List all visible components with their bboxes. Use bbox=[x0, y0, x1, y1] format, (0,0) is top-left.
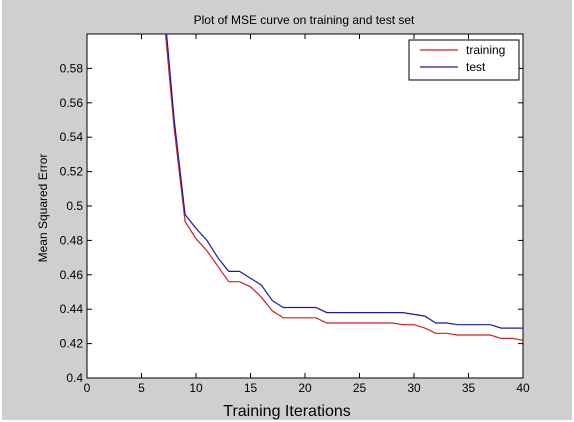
y-axis-label: Mean Squared Error bbox=[36, 154, 50, 263]
y-tick-label: 0.48 bbox=[60, 233, 84, 247]
y-tick-label: 0.54 bbox=[60, 130, 84, 144]
y-tick-label: 0.44 bbox=[60, 302, 84, 316]
x-tick-label: 15 bbox=[244, 381, 258, 395]
x-axis-label: Training Iterations bbox=[223, 403, 350, 420]
y-tick-label: 0.58 bbox=[60, 61, 84, 75]
x-tick-label: 0 bbox=[84, 381, 91, 395]
y-tick-label: 0.5 bbox=[66, 199, 83, 213]
y-tick-label: 0.4 bbox=[66, 371, 83, 385]
x-tick-label: 35 bbox=[462, 381, 476, 395]
y-tick-label: 0.56 bbox=[60, 96, 84, 110]
x-tick-label: 10 bbox=[189, 381, 203, 395]
series-line-training bbox=[164, 34, 523, 341]
plot-area bbox=[86, 33, 524, 379]
x-tick-label: 5 bbox=[138, 381, 145, 395]
legend-box bbox=[408, 39, 520, 81]
x-tick-label: 25 bbox=[353, 381, 367, 395]
chart-title: Plot of MSE curve on training and test s… bbox=[194, 13, 415, 27]
series-line-test bbox=[166, 34, 523, 329]
x-axis: 0 5 10 15 20 25 30 35 40 bbox=[84, 34, 530, 395]
x-tick-label: 30 bbox=[407, 381, 421, 395]
y-tick-label: 0.42 bbox=[60, 337, 84, 351]
x-tick-label: 20 bbox=[298, 381, 312, 395]
y-axis: 0.4 0.42 0.44 0.46 0.48 0.5 0.52 0.54 0.56 0.58 bbox=[60, 61, 523, 385]
legend-label-training: training bbox=[466, 43, 505, 57]
legend-label-test: test bbox=[466, 60, 486, 74]
series-layer bbox=[164, 34, 523, 341]
x-tick-label: 40 bbox=[516, 381, 530, 395]
legend: training test bbox=[408, 39, 520, 81]
y-tick-label: 0.52 bbox=[60, 165, 84, 179]
y-tick-label: 0.46 bbox=[60, 268, 84, 282]
